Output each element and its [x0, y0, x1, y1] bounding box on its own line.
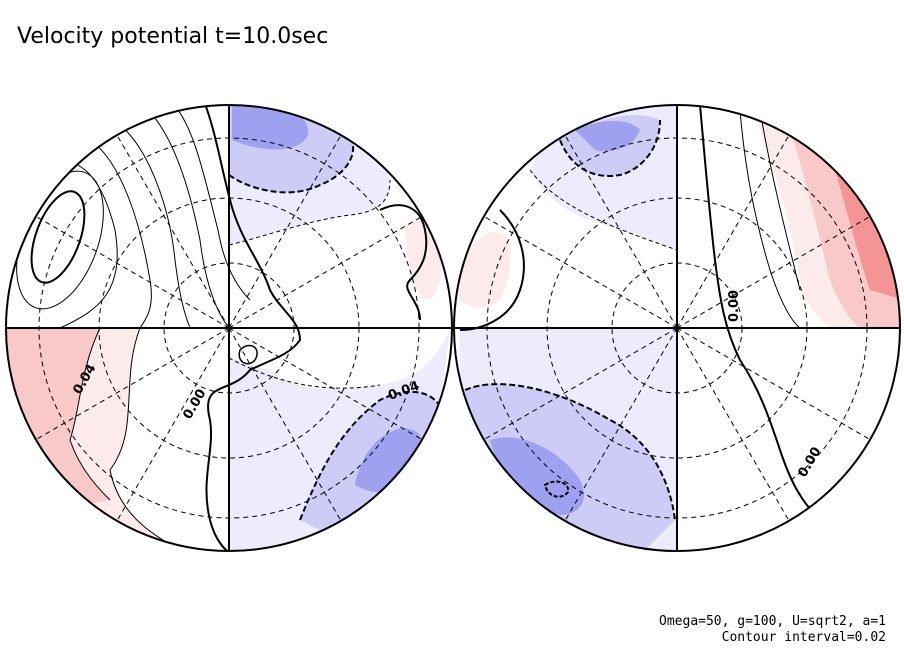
west-hemisphere: 0.04 0.00 0.04: [5, 104, 453, 552]
shaded-region: [575, 121, 640, 152]
figure-footer: Omega=50, g=100, U=sqrt2, a=1 Contour in…: [659, 614, 886, 646]
figure-title: Velocity potential t=10.0sec: [17, 24, 329, 49]
east-contour-label-zero-b: 0.00: [795, 445, 824, 480]
parameters-text: Omega=50, g=100, U=sqrt2, a=1: [659, 614, 886, 629]
east-contour-label-zero-a: 0.00: [727, 290, 742, 322]
west-contour-label-zero: 0.00: [180, 387, 209, 422]
contour-interval-text: Contour interval=0.02: [721, 630, 886, 645]
east-hemisphere: 0.00 0.00: [453, 104, 901, 552]
west-hemisphere-boundary: [5, 104, 453, 552]
east-hemisphere-boundary: [453, 104, 901, 552]
shaded-region: [460, 231, 511, 308]
